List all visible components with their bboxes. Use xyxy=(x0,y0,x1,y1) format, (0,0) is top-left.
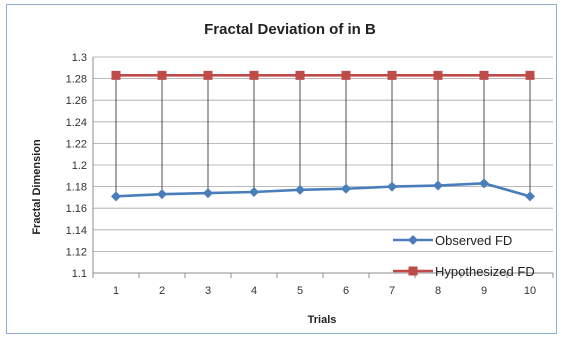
data-point-hypothesized-fd xyxy=(387,70,397,80)
y-tick-label: 1.18 xyxy=(66,182,87,194)
x-tick-label: 8 xyxy=(435,285,441,297)
y-axis-label: Fractal Dimension xyxy=(31,139,43,235)
x-tick-label: 10 xyxy=(524,285,536,297)
legend-marker-diamond xyxy=(408,235,418,245)
chart-frame xyxy=(6,4,557,334)
data-point-observed-fd xyxy=(387,181,397,192)
data-point-hypothesized-fd xyxy=(433,70,443,80)
data-point-observed-fd xyxy=(157,189,167,200)
y-tick-label: 1.1 xyxy=(72,268,87,280)
data-point-observed-fd xyxy=(479,178,489,189)
y-tick-label: 1.3 xyxy=(72,52,87,64)
data-point-observed-fd xyxy=(433,180,443,191)
axes: 1.1 1.12 1.14 1.16 1.18 1.2 1.22 1.24 1.26 1.28 1.… xyxy=(66,52,554,297)
x-tick-label: 4 xyxy=(251,285,257,297)
data-point-observed-fd xyxy=(203,188,213,199)
legend: Observed FD Hypothesized FD xyxy=(393,233,535,279)
series-line-observed-fd xyxy=(115,182,531,198)
data-point-hypothesized-fd xyxy=(341,70,351,80)
x-tick-label: 3 xyxy=(205,285,211,297)
data-point-hypothesized-fd xyxy=(111,70,121,80)
y-tick-label: 1.2 xyxy=(72,160,87,172)
drop-lines xyxy=(115,75,531,197)
data-point-hypothesized-fd xyxy=(157,70,167,80)
data-point-observed-fd xyxy=(111,191,121,202)
data-point-hypothesized-fd xyxy=(249,70,259,80)
series xyxy=(111,70,535,202)
data-point-observed-fd xyxy=(341,183,351,194)
y-tick-label: 1.16 xyxy=(66,203,87,215)
y-tick-label: 1.14 xyxy=(66,225,87,237)
data-point-hypothesized-fd xyxy=(525,70,535,80)
x-tick-label: 6 xyxy=(343,285,349,297)
x-axis-label: Trials xyxy=(308,314,337,326)
data-point-hypothesized-fd xyxy=(203,70,213,80)
x-tick-label: 7 xyxy=(389,285,395,297)
data-point-observed-fd xyxy=(295,184,305,195)
legend-label: Observed FD xyxy=(435,233,512,248)
legend-label: Hypothesized FD xyxy=(435,264,535,279)
y-tick-label: 1.24 xyxy=(66,117,87,129)
data-point-observed-fd xyxy=(525,191,535,202)
x-tick-label: 9 xyxy=(481,285,487,297)
legend-marker-square xyxy=(408,266,418,276)
x-tick-label: 5 xyxy=(297,285,303,297)
y-tick-label: 1.12 xyxy=(66,246,87,258)
y-tick-label: 1.26 xyxy=(66,95,87,107)
y-tick-label: 1.28 xyxy=(66,74,87,86)
data-point-hypothesized-fd xyxy=(295,70,305,80)
data-point-observed-fd xyxy=(249,187,259,197)
x-tick-label: 1 xyxy=(113,285,119,297)
chart-title: Fractal Deviation of in B xyxy=(204,21,376,38)
x-tick-label: 2 xyxy=(159,285,165,297)
y-tick-label: 1.22 xyxy=(66,138,87,150)
data-point-hypothesized-fd xyxy=(479,70,489,80)
